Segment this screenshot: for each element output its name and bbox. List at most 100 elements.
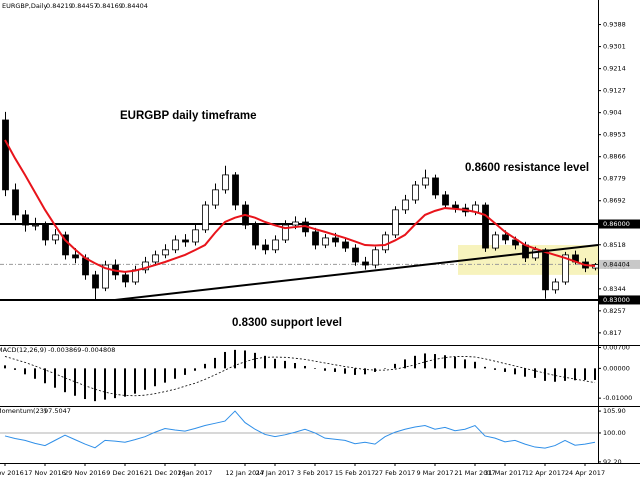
- y-tick-label: 0.00000: [603, 364, 630, 372]
- macd-bar: [194, 368, 196, 371]
- candle-body: [392, 209, 399, 236]
- macd-bar: [304, 365, 306, 369]
- macd-bar: [324, 368, 326, 371]
- candle-body: [2, 119, 9, 191]
- candle-body: [92, 274, 99, 289]
- candle-body: [482, 204, 489, 249]
- ohlc-readout: 0.84404: [121, 2, 148, 10]
- candle-body: [532, 249, 539, 259]
- macd-bar: [334, 368, 336, 372]
- macd-bar: [534, 368, 536, 378]
- macd-bar: [504, 368, 506, 372]
- current-price-box: [599, 259, 640, 269]
- candle-body: [382, 234, 389, 251]
- candle-body: [22, 214, 29, 226]
- x-tick-label: 31 Mar 2017: [484, 469, 525, 477]
- macd-bar: [294, 362, 296, 369]
- candle-body: [542, 249, 549, 291]
- x-tick-label: 12 Apr 2017: [525, 469, 565, 477]
- y-tick-label: 0.8779: [603, 175, 626, 183]
- candle-body: [152, 254, 159, 263]
- y-tick-label: 0.817: [603, 329, 622, 337]
- candle-body: [272, 239, 279, 251]
- candle-body: [402, 199, 409, 211]
- macd-bar: [344, 368, 346, 374]
- y-tick-label: 0.8257: [603, 307, 626, 315]
- x-tick-label: 24 Apr 2017: [565, 469, 605, 477]
- macd-bar: [454, 357, 456, 369]
- macd-bar: [44, 368, 46, 384]
- macd-bar: [14, 368, 16, 370]
- x-tick-label: 15 Feb 2017: [335, 469, 375, 477]
- candle-body: [282, 224, 289, 241]
- indicator-readout: 97.5047: [44, 407, 71, 415]
- candle-body: [182, 239, 189, 243]
- macd-bar: [314, 368, 316, 369]
- macd-signal: [4, 356, 596, 397]
- y-tick-label: 0.8518: [603, 241, 626, 249]
- candle-body: [372, 249, 379, 266]
- macd-bar: [434, 354, 436, 369]
- candle-body: [42, 224, 49, 241]
- macd-bar: [64, 368, 66, 393]
- candle-body: [142, 261, 149, 271]
- annotation: EURGBP daily timeframe: [120, 110, 257, 122]
- candle-body: [452, 204, 459, 209]
- y-tick-label: 0.9127: [603, 87, 626, 95]
- macd-bar: [174, 368, 176, 379]
- ohlc-readout: 0.84169: [96, 2, 123, 10]
- macd-bar: [354, 368, 356, 375]
- candle-body: [102, 264, 109, 289]
- macd-bar: [444, 355, 446, 369]
- x-tick-label: 2 Jan 2017: [178, 469, 213, 477]
- macd-bar: [4, 365, 6, 369]
- y-tick-label: 0.8953: [603, 131, 626, 139]
- macd-bar: [184, 368, 186, 375]
- macd-bar: [224, 351, 226, 369]
- macd-bar: [364, 368, 366, 375]
- candle-body: [332, 237, 339, 243]
- candle-body: [412, 184, 419, 201]
- x-tick-label: 17 Nov 2016: [24, 469, 66, 477]
- macd-bar: [284, 360, 286, 369]
- macd-bar: [394, 363, 396, 369]
- indicator-readout: -0.004808: [82, 346, 115, 354]
- level-label: 0.86000: [603, 220, 630, 228]
- ohlc-readout: 0.84219: [46, 2, 73, 10]
- x-tick-label: 12 Jan 2017: [226, 469, 265, 477]
- macd-bar: [414, 355, 416, 369]
- candle-body: [292, 221, 299, 226]
- candle-body: [72, 254, 79, 259]
- trend-line: [114, 244, 599, 301]
- candle-body: [362, 261, 369, 266]
- x-tick-label: 29 Nov 2016: [64, 469, 106, 477]
- macd-bar: [464, 359, 466, 369]
- indicator-title: Momentum(23): [0, 407, 46, 415]
- macd-bar: [244, 350, 246, 369]
- candle-body: [312, 231, 319, 246]
- x-tick-label: 3 Feb 2017: [297, 469, 333, 477]
- macd-bar: [274, 358, 276, 369]
- candle-body: [162, 249, 169, 256]
- macd-bar: [424, 353, 426, 369]
- macd-bar: [584, 368, 586, 380]
- candle-body: [122, 274, 129, 283]
- indicator-readout: -0.003869: [48, 346, 81, 354]
- symbol-title: EURGBP,Daily: [2, 2, 47, 10]
- macd-bar: [164, 368, 166, 383]
- x-tick-label: 21 Mar 2017: [454, 469, 495, 477]
- candle-body: [82, 257, 89, 276]
- candle-body: [342, 241, 349, 249]
- macd-bar: [384, 368, 386, 369]
- y-tick-label: 0.00700: [603, 343, 630, 351]
- y-tick-label: 0.9214: [603, 65, 626, 73]
- y-tick-label: 0.8866: [603, 153, 626, 161]
- macd-bar: [94, 368, 96, 402]
- candle-body: [52, 234, 59, 241]
- candle-body: [492, 234, 499, 249]
- macd-bar: [34, 368, 36, 379]
- level-box: [599, 219, 640, 229]
- macd-bar: [144, 368, 146, 390]
